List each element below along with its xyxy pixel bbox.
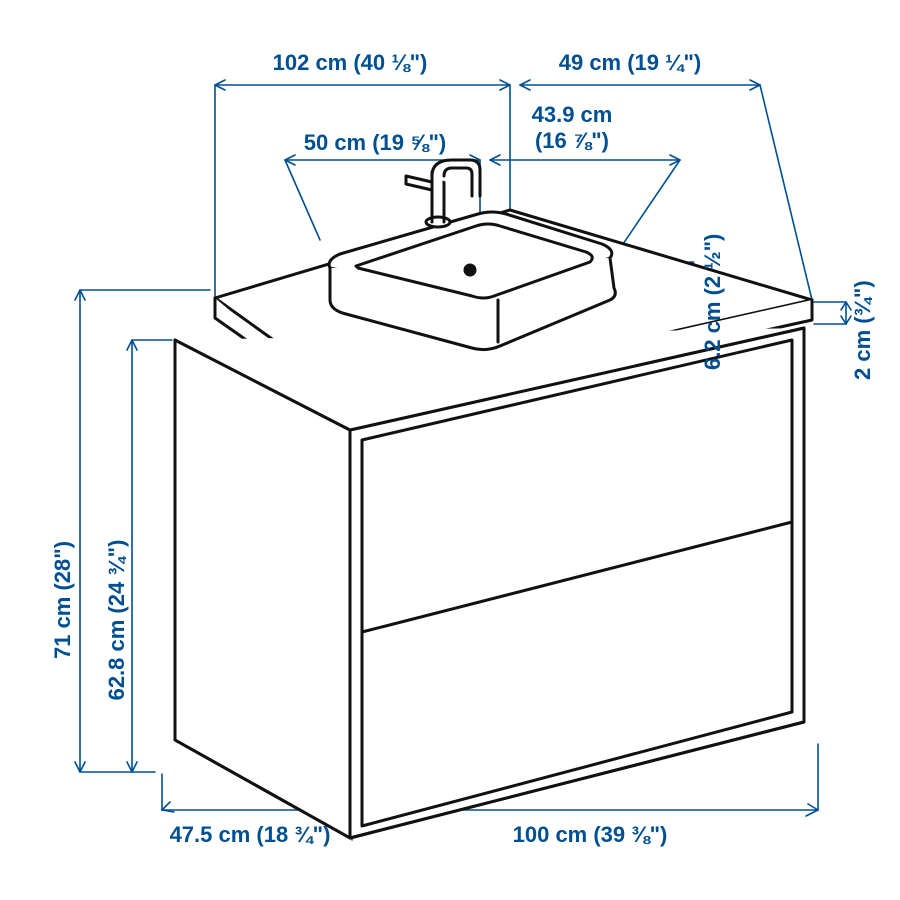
dim-top-width: 102 cm (40 ⅛") [273, 50, 428, 75]
dim-sink-h: 6.2 cm (2 ½") [700, 234, 725, 370]
dim-counter-thk: 2 cm (¾") [850, 280, 875, 380]
dimension-diagram: 102 cm (40 ⅛") 49 cm (19 ¼") 50 cm (19 ⅝… [0, 0, 900, 900]
dim-sink-width: 50 cm (19 ⅝") [304, 130, 447, 155]
dim-cab-h: 62.8 cm (24 ¾") [104, 540, 129, 701]
dim-sink-depth1: 43.9 cm [532, 102, 613, 127]
dim-front-width: 100 cm (39 ⅜") [513, 822, 668, 847]
dim-front-depth: 47.5 cm (18 ¾") [170, 822, 331, 847]
dim-total-h: 71 cm (28") [50, 541, 75, 659]
dim-sink-depth2: (16 ⅞") [535, 128, 609, 153]
dim-top-depth: 49 cm (19 ¼") [559, 50, 702, 75]
